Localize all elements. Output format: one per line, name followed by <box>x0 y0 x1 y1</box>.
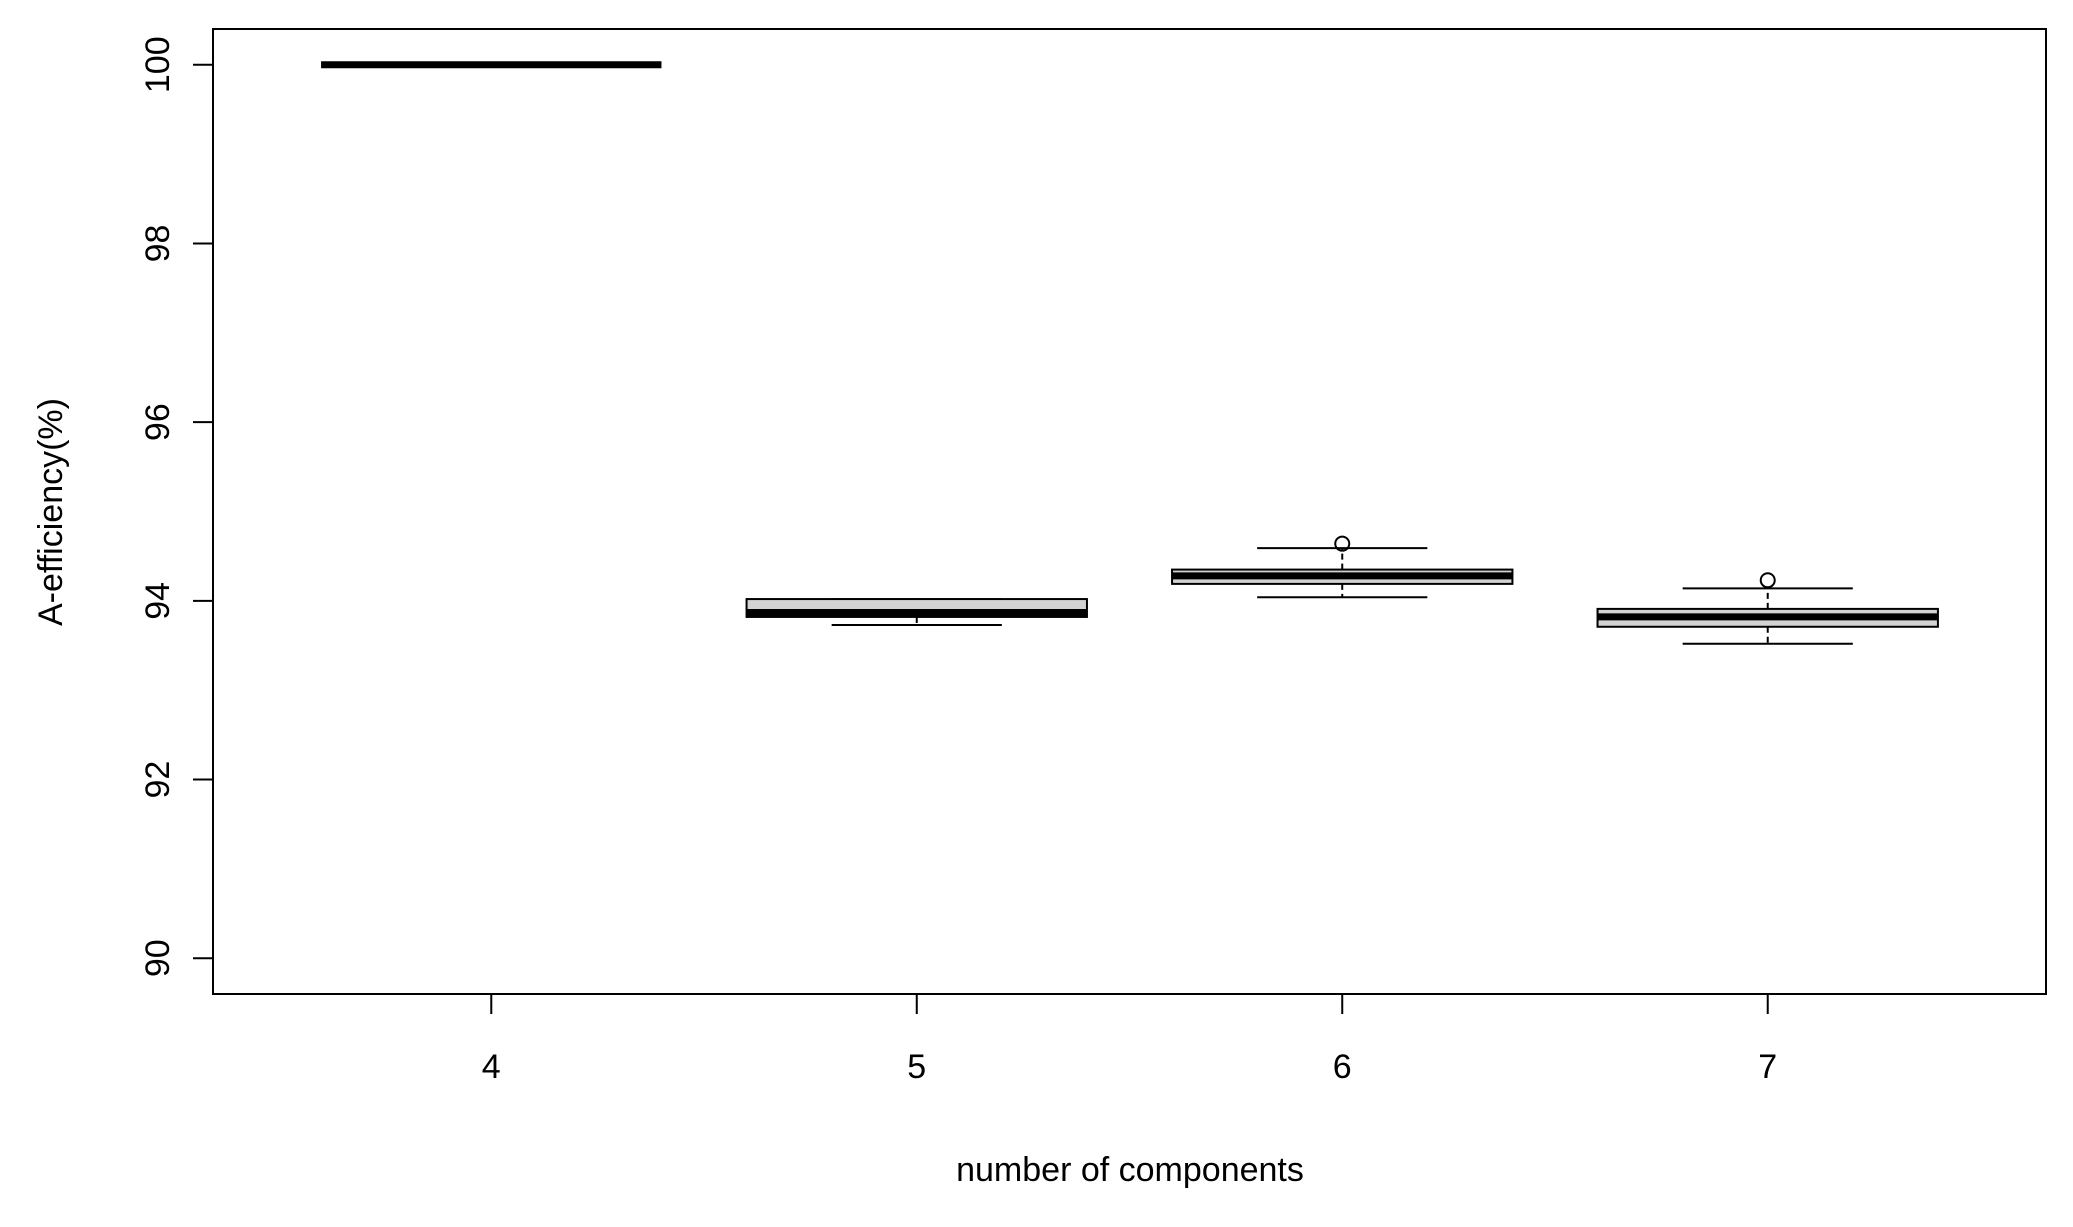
y-axis-title: A-efficiency(%) <box>32 398 70 626</box>
outlier <box>1334 535 1351 552</box>
outlier <box>1759 572 1776 589</box>
y-tick-label: 90 <box>139 939 177 977</box>
plot-frame <box>212 28 2047 995</box>
x-tick-label: 5 <box>907 1048 926 1086</box>
x-tick-label: 4 <box>482 1048 501 1086</box>
y-tick-label: 98 <box>139 225 177 263</box>
x-tick-label: 7 <box>1758 1048 1777 1086</box>
y-tick-label: 92 <box>139 761 177 799</box>
y-tick-label: 94 <box>139 582 177 620</box>
x-axis-title: number of components <box>956 1151 1304 1189</box>
x-tick-label: 6 <box>1333 1048 1352 1086</box>
y-tick-label: 100 <box>139 36 177 93</box>
y-tick-label: 96 <box>139 403 177 441</box>
